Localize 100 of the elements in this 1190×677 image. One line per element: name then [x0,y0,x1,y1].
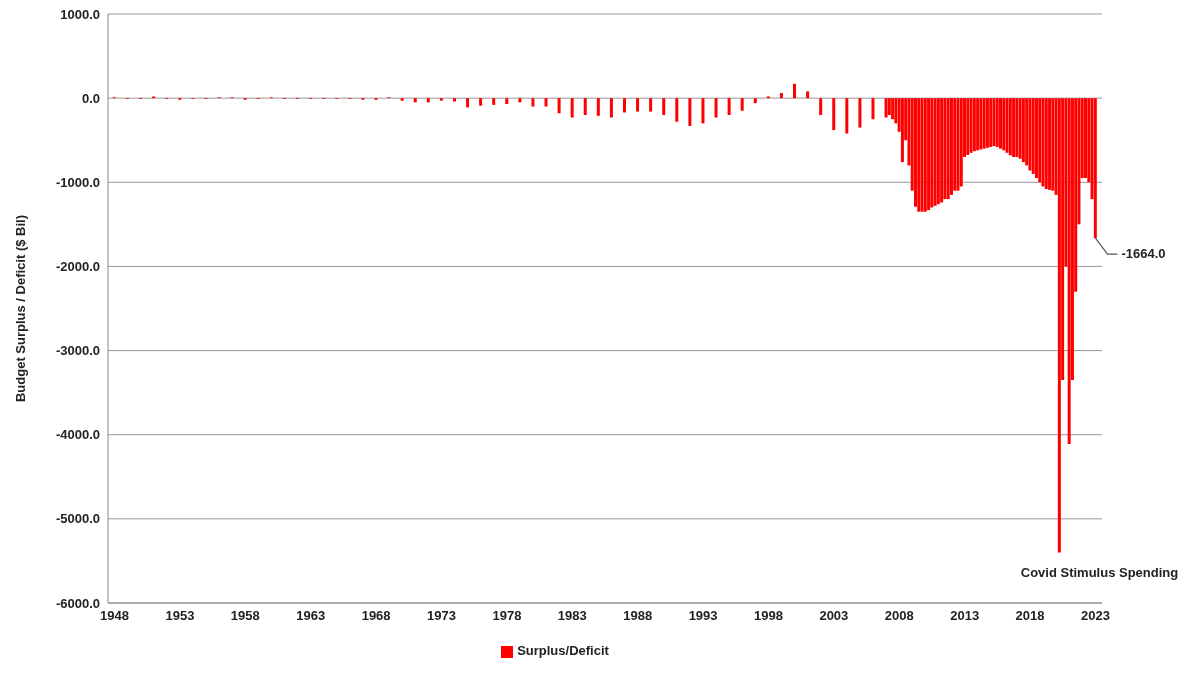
annotation: Covid Stimulus Spending [1020,564,1179,580]
bar [413,98,417,103]
bar [714,98,718,118]
bar [930,98,934,208]
bar [832,98,836,131]
bar [949,98,953,195]
bar [452,98,456,102]
bar [806,91,810,99]
bar [923,98,927,212]
bar [596,98,600,116]
bar [999,98,1002,149]
x-tick-label: 1968 [361,608,391,624]
bar [557,98,561,114]
bar [940,98,944,203]
bar [1044,98,1048,190]
bar [891,98,895,120]
bar [979,98,983,150]
bar [727,98,731,115]
bar [544,98,548,107]
bar [1031,98,1035,174]
bar [985,98,989,148]
x-tick-label: 2023 [1081,608,1110,624]
bar [583,98,587,115]
bar [917,98,921,212]
bar [995,98,999,147]
bar [884,98,888,118]
bar [943,98,947,200]
bar [701,98,705,124]
bar [1015,98,1019,158]
bar [900,98,904,163]
bar [992,98,996,147]
bar [1057,98,1061,553]
bar [570,98,574,118]
x-tick-label: 1973 [427,608,456,624]
bar [1051,98,1055,191]
bar [887,98,891,115]
legend-label: Surplus/Deficit [517,643,609,658]
y-axis-title: Budget Surplus / Deficit ($ Bil) [12,214,28,403]
bar [609,98,613,118]
bar [858,98,862,128]
bar [1008,98,1012,156]
bar [662,98,666,115]
y-tick-label: -6000.0 [55,595,100,611]
x-tick-label: 1978 [492,608,522,624]
y-tick-label: -3000.0 [55,343,100,359]
bar [845,98,849,134]
bar [531,98,535,107]
bar [1067,98,1071,444]
bar [492,98,496,105]
x-tick-label: 1948 [100,608,129,624]
bar [1002,98,1006,151]
bar [505,98,509,105]
bar [753,98,757,104]
bar [976,98,980,151]
bar [1034,98,1038,179]
x-tick-label: 2013 [950,608,980,624]
bar [982,98,986,149]
bar [793,83,797,99]
bar [946,98,950,200]
bar [426,98,430,103]
bar [479,98,483,106]
bar [518,98,522,103]
bar [400,98,404,101]
y-tick-label: 0.0 [81,90,100,106]
annotation: -1664.0 [1121,246,1166,262]
bar [439,98,443,101]
x-tick-label: 1993 [688,608,718,624]
bar [1021,98,1025,163]
x-tick-label: 1958 [230,608,260,624]
x-tick-label: 1983 [557,608,587,624]
bar [466,98,470,108]
x-tick-label: 2018 [1015,608,1045,624]
bar [649,98,653,112]
x-tick-label: 2003 [819,608,849,624]
bar [1093,98,1097,239]
bar [953,98,957,191]
bar [1041,98,1045,187]
x-tick-label: 1953 [165,608,195,624]
bar [956,98,960,191]
bar [740,98,744,111]
bar [675,98,679,122]
bar [688,98,692,126]
bar [1028,98,1032,171]
bar [920,98,924,212]
bar [636,98,640,112]
bar [871,98,875,120]
y-tick-label: -1000.0 [55,174,100,190]
bar [1018,98,1022,159]
y-tick-label: -5000.0 [55,511,100,527]
y-tick-label: -2000.0 [55,259,100,275]
y-tick-label: 1000.0 [60,6,100,22]
y-tick-label: -4000.0 [55,427,100,443]
bar [936,98,940,205]
bar [779,93,783,99]
bar [1084,98,1088,179]
bar [1005,98,1009,153]
bar [1048,98,1052,190]
x-tick-label: 2008 [884,608,914,624]
x-tick-label: 1998 [754,608,783,624]
bar [972,98,976,152]
